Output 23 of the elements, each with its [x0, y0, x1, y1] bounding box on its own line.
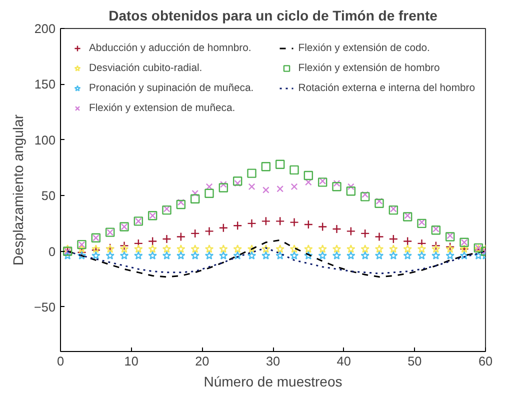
- legend-label: Flexión y extension de muñeca.: [89, 102, 236, 115]
- legend-label: Desviación cubito-radial.: [89, 62, 202, 75]
- chart-title: Datos obtenidos para un ciclo de Timón de frente: [108, 8, 438, 24]
- x-tick-label: 50: [408, 354, 422, 368]
- x-tick-label: 0: [56, 354, 64, 368]
- x-tick-label: 20: [195, 354, 210, 368]
- x-tick-label: 60: [478, 354, 493, 368]
- y-tick-label: −50: [34, 300, 56, 314]
- y-tick-label: 100: [34, 133, 56, 148]
- x-tick-label: 10: [124, 354, 138, 368]
- legend-label: Abducción y aducción de homnbro.: [89, 42, 252, 55]
- legend-label: Flexión y extensión de codo.: [298, 42, 430, 55]
- y-axis-title: Desplazamiento angular: [10, 114, 26, 266]
- x-tick-label: 40: [336, 354, 351, 368]
- y-tick-label: 150: [34, 78, 56, 92]
- legend-label: Rotación externa e interna del hombro: [298, 82, 475, 95]
- y-tick-label: 0: [48, 244, 56, 259]
- x-tick-label: 30: [266, 354, 280, 368]
- legend-label: Flexión y extensión de hombro: [298, 62, 440, 75]
- legend-label: Pronación y supinación de muñeca.: [89, 82, 254, 95]
- x-axis-title: Número de muestreos: [204, 374, 342, 390]
- y-tick-label: 200: [34, 22, 56, 36]
- y-tick-label: 50: [41, 189, 56, 204]
